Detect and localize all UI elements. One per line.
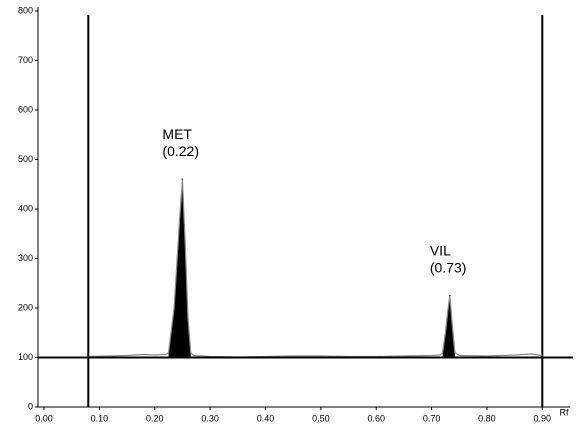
x-tick-label: 0.90 bbox=[534, 413, 552, 423]
peak-name: VIL bbox=[430, 242, 451, 258]
x-axis-label: Rf bbox=[560, 407, 569, 417]
y-tick-label: 400 bbox=[18, 203, 33, 213]
x-tick-label: 0.70 bbox=[423, 413, 441, 423]
peak-rf: (0.22) bbox=[162, 143, 199, 159]
x-tick-label: 0.60 bbox=[367, 413, 385, 423]
peak-area bbox=[442, 295, 455, 358]
peak-rf: (0.73) bbox=[430, 259, 467, 275]
peak-name: MET bbox=[162, 126, 192, 142]
peak-area bbox=[168, 179, 191, 358]
x-tick-label: 0.20 bbox=[146, 413, 164, 423]
x-tick-label: 0.10 bbox=[91, 413, 109, 423]
y-tick-label: 800 bbox=[18, 5, 33, 15]
trace bbox=[88, 179, 543, 358]
x-tick-label: 0.00 bbox=[35, 413, 53, 423]
y-tick-label: 100 bbox=[18, 352, 33, 362]
y-tick-label: 200 bbox=[18, 302, 33, 312]
x-tick-label: 0.30 bbox=[201, 413, 219, 423]
x-tick-label: 0.80 bbox=[478, 413, 496, 423]
y-tick-label: 0 bbox=[28, 401, 33, 411]
x-tick-label: 0.40 bbox=[257, 413, 275, 423]
y-tick-label: 600 bbox=[18, 104, 33, 114]
y-tick-label: 500 bbox=[18, 154, 33, 164]
y-tick-label: 700 bbox=[18, 55, 33, 65]
x-tick-label: 0.50 bbox=[312, 413, 330, 423]
y-tick-label: 300 bbox=[18, 253, 33, 263]
